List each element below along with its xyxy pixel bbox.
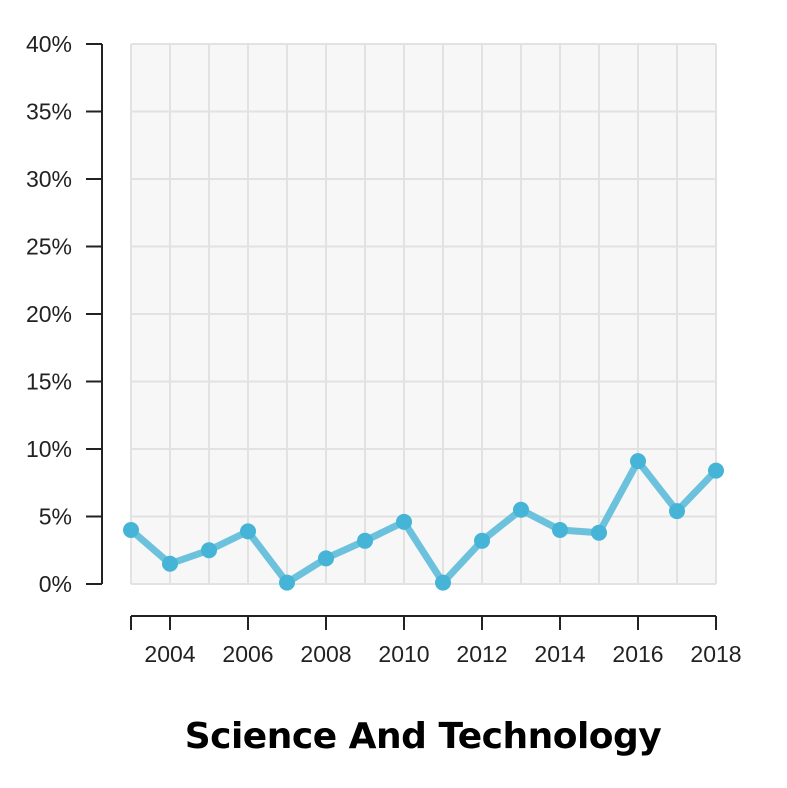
data-point bbox=[318, 550, 334, 566]
x-tick-label: 2018 bbox=[690, 641, 741, 667]
data-point bbox=[201, 542, 217, 558]
y-axis: 0% 5% 10% 15% 20% 25% 30% 35% 40% bbox=[26, 31, 102, 597]
y-tick-label: 25% bbox=[26, 234, 72, 260]
x-tick-label: 2012 bbox=[456, 641, 507, 667]
data-point bbox=[513, 502, 529, 518]
data-point bbox=[240, 523, 256, 539]
x-tick-label: 2010 bbox=[378, 641, 429, 667]
data-point bbox=[552, 522, 568, 538]
y-tick-label: 0% bbox=[39, 571, 72, 597]
data-point bbox=[123, 522, 139, 538]
x-tick-label: 2016 bbox=[612, 641, 663, 667]
x-axis: 2004 2006 2008 2010 2012 2014 2016 2018 bbox=[131, 616, 742, 667]
data-point bbox=[669, 503, 685, 519]
data-point bbox=[708, 463, 724, 479]
data-point bbox=[435, 575, 451, 591]
y-tick-label: 15% bbox=[26, 369, 72, 395]
x-tick-label: 2006 bbox=[222, 641, 273, 667]
data-point bbox=[474, 533, 490, 549]
data-point bbox=[630, 453, 646, 469]
y-tick-label: 10% bbox=[26, 436, 72, 462]
data-point bbox=[357, 533, 373, 549]
y-tick-label: 40% bbox=[26, 31, 72, 57]
x-tick-label: 2004 bbox=[144, 641, 195, 667]
x-tick-label: 2014 bbox=[534, 641, 585, 667]
chart-title: Science And Technology bbox=[185, 716, 662, 757]
y-tick-label: 20% bbox=[26, 301, 72, 327]
y-tick-label: 35% bbox=[26, 99, 72, 125]
y-tick-label: 5% bbox=[39, 504, 72, 530]
data-point bbox=[162, 556, 178, 572]
x-tick-label: 2008 bbox=[300, 641, 351, 667]
y-tick-label: 30% bbox=[26, 166, 72, 192]
data-point bbox=[591, 525, 607, 541]
data-point bbox=[279, 575, 295, 591]
data-point bbox=[396, 514, 412, 530]
